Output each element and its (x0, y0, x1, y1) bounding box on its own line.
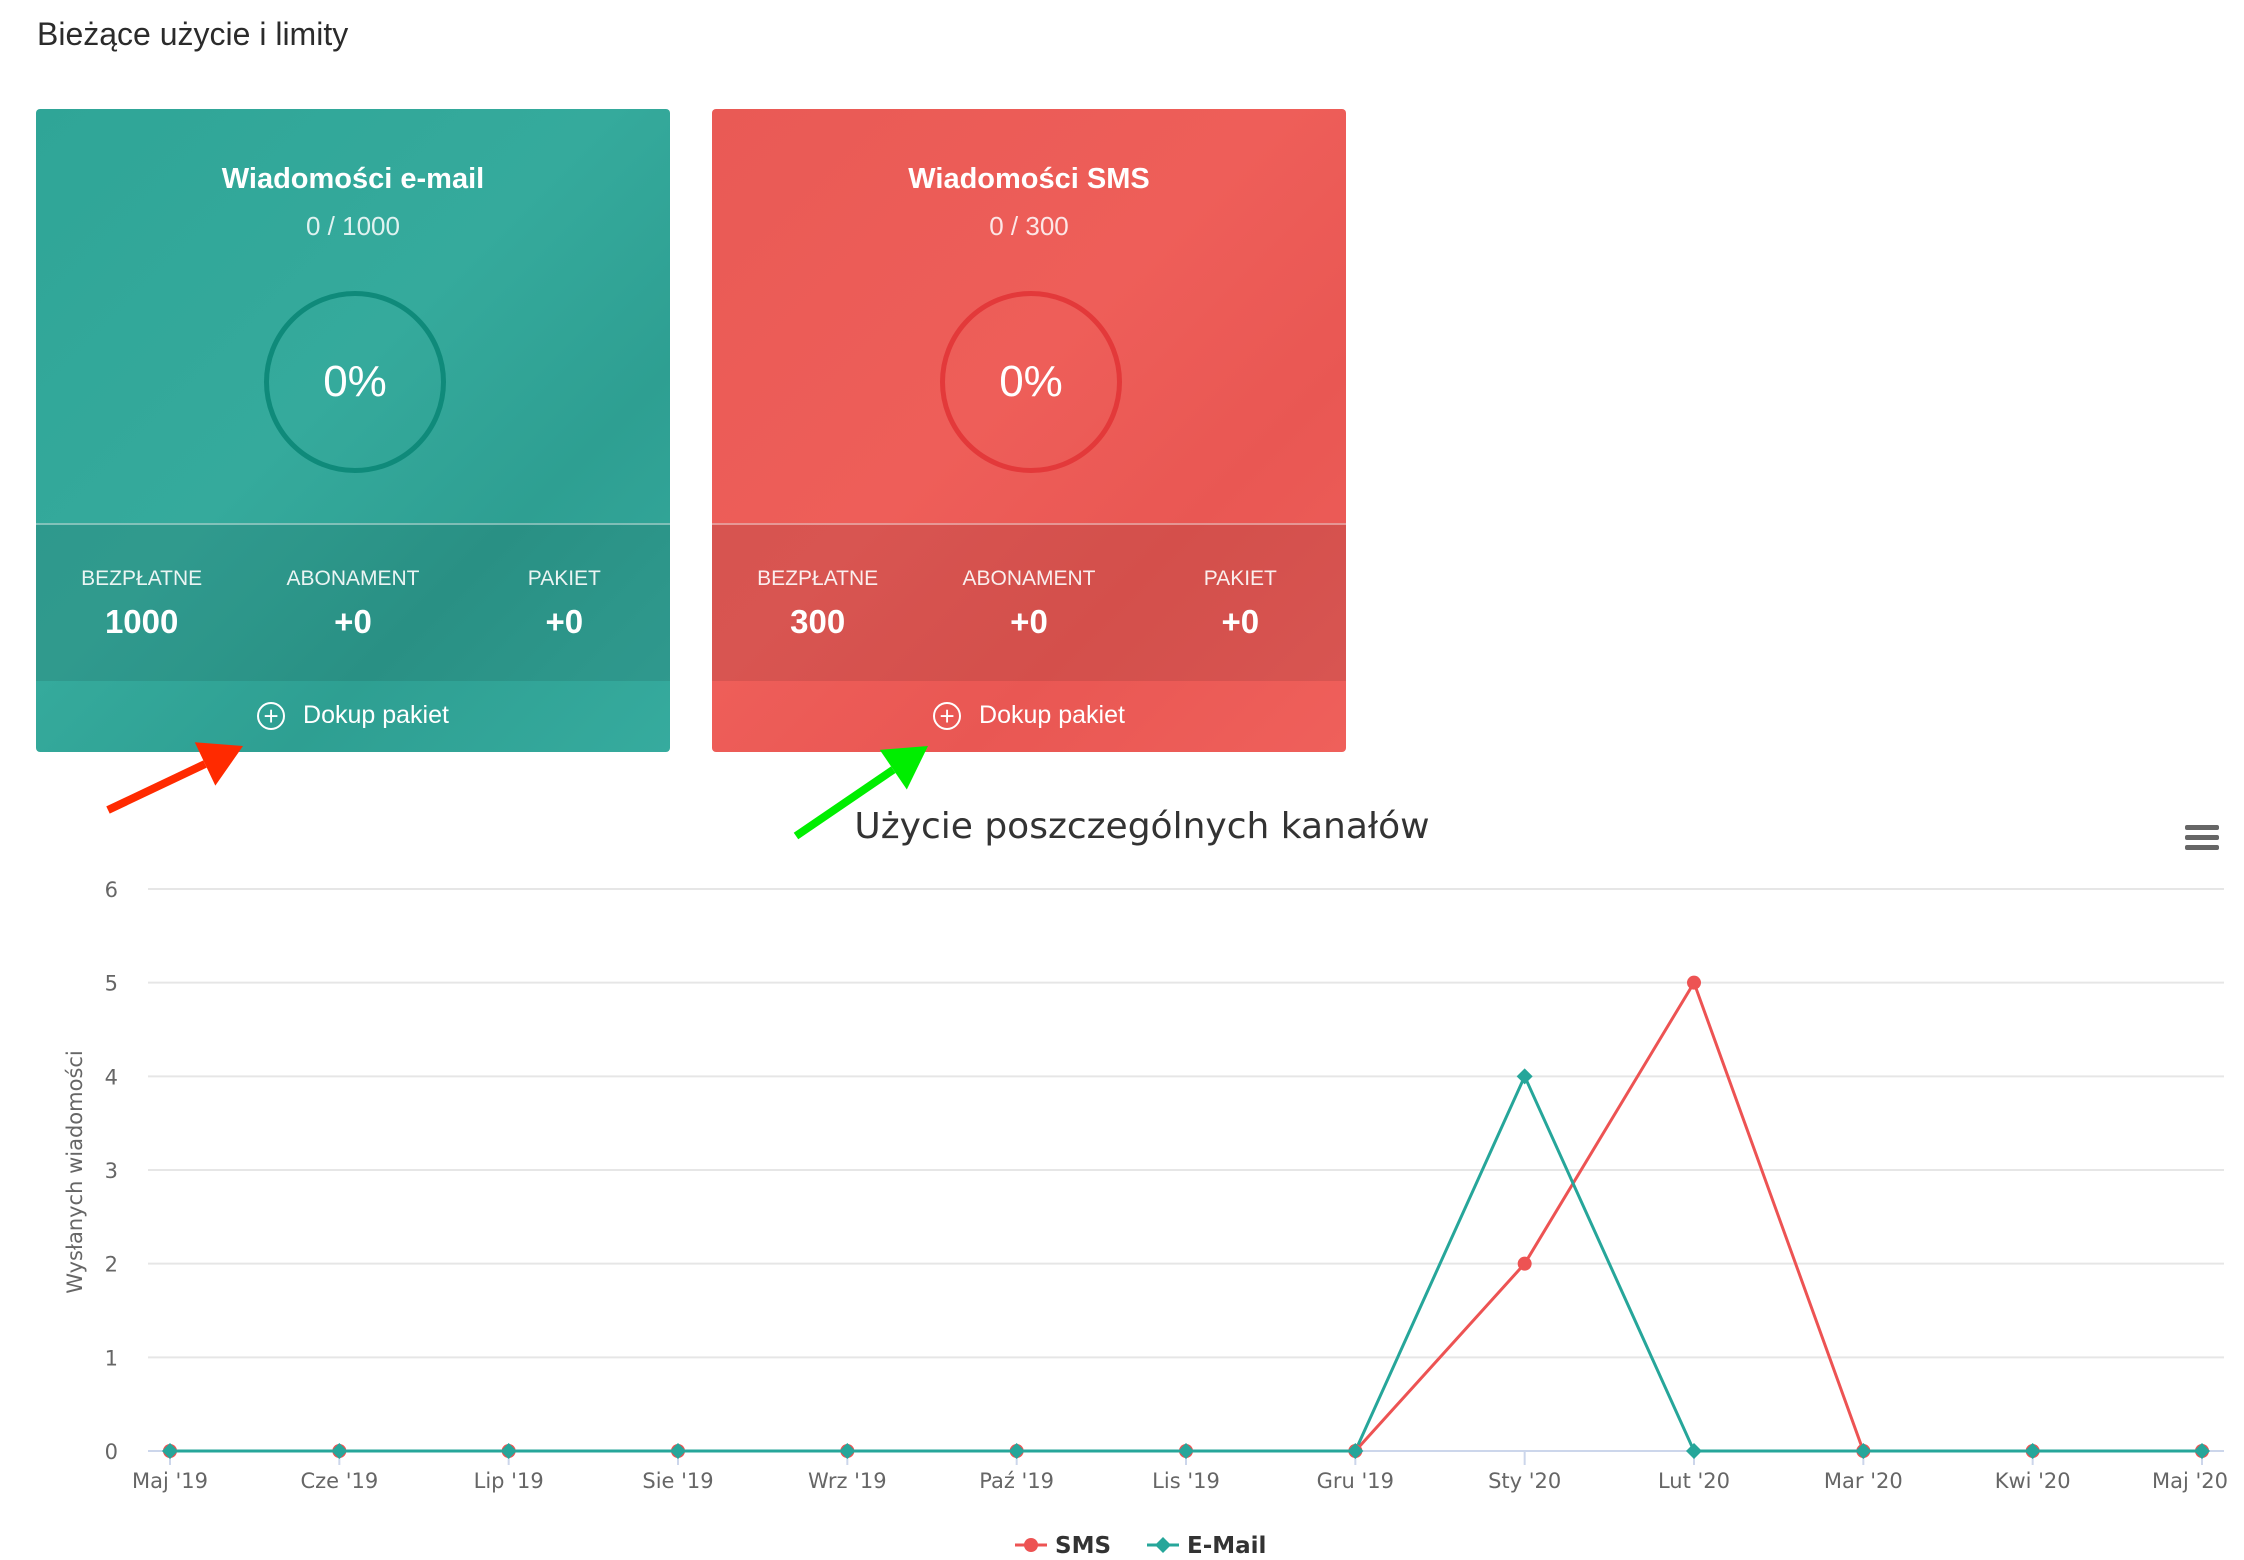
x-tick-label: Maj '20 (2152, 1469, 2228, 1493)
usage-percent-ring: 0% (264, 291, 446, 473)
data-point-e-mail (500, 1443, 517, 1459)
y-tick-label: 2 (105, 1253, 118, 1277)
stat-label: BEZPŁATNE (757, 567, 879, 590)
data-point-e-mail (1686, 1443, 1702, 1459)
legend-label: SMS (1055, 1533, 1111, 1559)
x-tick-label: Paź '19 (979, 1469, 1054, 1493)
y-tick-label: 4 (105, 1065, 118, 1089)
stat-label: BEZPŁATNE (81, 567, 203, 590)
data-point-e-mail (162, 1443, 178, 1459)
arrow-shaft (106, 760, 207, 814)
stat-value: +0 (1010, 603, 1048, 640)
x-tick-label: Gru '19 (1317, 1469, 1394, 1493)
stat-label: PAKIET (527, 567, 601, 590)
stat-package: PAKIET +0 (1135, 525, 1346, 681)
stat-value: 1000 (104, 603, 179, 640)
card-title: Wiadomości e-mail (221, 163, 485, 195)
data-point-e-mail (2024, 1443, 2041, 1459)
stats-band: BEZPŁATNE 300 ABONAMENT +0 PAKIET +0 (712, 523, 1346, 681)
stat-label: ABONAMENT (962, 567, 1096, 590)
legend-label: E-Mail (1187, 1533, 1266, 1559)
usage-percent: 0% (323, 357, 387, 406)
data-point-sms (1687, 975, 1701, 990)
page-title: Bieżące użycie i limity (37, 16, 349, 52)
plus-circle-icon: + (933, 701, 962, 730)
y-tick-label: 5 (105, 972, 118, 996)
x-tick-label: Maj '19 (132, 1469, 208, 1493)
legend-item-e-mail[interactable]: E-Mail (1147, 1533, 1266, 1559)
x-tick-label: Lip '19 (474, 1469, 544, 1493)
x-tick-label: Lut '20 (1658, 1469, 1730, 1493)
data-point-e-mail (670, 1443, 686, 1459)
sms-usage-card: Wiadomości SMS 0 / 300 0% BEZPŁATNE 300 A… (712, 109, 1346, 752)
stat-value: +0 (334, 603, 372, 640)
stat-subscription: ABONAMENT +0 (247, 525, 458, 681)
x-tick-label: Sie '19 (642, 1469, 713, 1493)
legend-item-sms[interactable]: SMS (1015, 1533, 1111, 1559)
y-tick-label: 0 (105, 1440, 118, 1464)
data-point-e-mail (2194, 1443, 2210, 1459)
y-axis-label: Wysłanych wiadomości (63, 1050, 87, 1294)
stat-free: BEZPŁATNE 300 (712, 525, 923, 681)
card-usage: 0 / 1000 (306, 211, 400, 241)
usage-percent-ring: 0% (940, 291, 1122, 473)
hamburger-menu-icon[interactable] (2185, 825, 2219, 851)
x-tick-label: Cze '19 (300, 1469, 378, 1493)
usage-percent: 0% (999, 357, 1063, 406)
data-point-e-mail (1347, 1443, 1364, 1459)
buy-package-button[interactable]: + Dokup pakiet (36, 679, 670, 752)
card-title: Wiadomości SMS (908, 163, 1150, 195)
series-line-sms (170, 979, 2202, 1453)
stat-label: PAKIET (1203, 567, 1277, 590)
data-point-e-mail (839, 1443, 856, 1459)
stat-value: +0 (1221, 603, 1260, 640)
plus-circle-icon: + (257, 701, 286, 730)
y-tick-label: 3 (105, 1159, 118, 1183)
data-point-e-mail (1178, 1443, 1194, 1459)
stats-band: BEZPŁATNE 1000 ABONAMENT +0 PAKIET +0 (36, 523, 670, 681)
buy-package-label: Dokup pakiet (979, 701, 1125, 729)
arrow-head (879, 746, 928, 790)
y-tick-label: 6 (105, 878, 118, 902)
data-point-e-mail (1855, 1443, 1872, 1459)
legend-marker (1024, 1538, 1038, 1552)
email-usage-card: Wiadomości e-mail 0 / 1000 0% BEZPŁATNE 1… (36, 109, 670, 752)
stat-subscription: ABONAMENT +0 (923, 525, 1134, 681)
x-tick-label: Mar '20 (1824, 1469, 1903, 1493)
stat-package: PAKIET +0 (459, 525, 670, 681)
card-usage: 0 / 300 (989, 211, 1069, 241)
green-arrow-annotation (793, 746, 928, 840)
buy-package-label: Dokup pakiet (303, 701, 449, 729)
data-point-e-mail (331, 1443, 348, 1459)
buy-package-button[interactable]: + Dokup pakiet (712, 679, 1346, 752)
red-arrow-annotation (106, 742, 243, 814)
data-point-e-mail (1516, 1068, 1533, 1085)
chart-title: Użycie poszczególnych kanałów (854, 806, 1430, 847)
stat-value: +0 (545, 603, 584, 640)
arrow-head (194, 742, 243, 786)
y-tick-label: 1 (105, 1346, 118, 1370)
stat-label: ABONAMENT (286, 567, 420, 590)
stat-value: 300 (790, 603, 846, 640)
x-tick-label: Sty '20 (1488, 1469, 1561, 1493)
data-point-e-mail (1008, 1443, 1025, 1459)
arrow-shaft (793, 766, 896, 840)
x-tick-label: Kwi '20 (1995, 1469, 2071, 1493)
data-point-sms (1517, 1256, 1532, 1271)
stat-free: BEZPŁATNE 1000 (36, 525, 247, 681)
legend-marker (1155, 1537, 1171, 1553)
x-tick-label: Lis '19 (1152, 1469, 1220, 1493)
x-tick-label: Wrz '19 (808, 1469, 887, 1493)
